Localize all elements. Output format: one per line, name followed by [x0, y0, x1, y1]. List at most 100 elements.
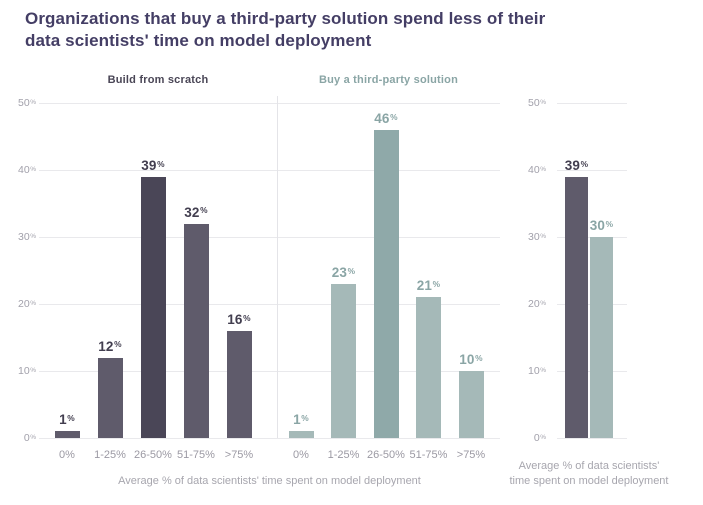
- gridline-average-0: [557, 438, 627, 439]
- percent-sign: %: [540, 299, 546, 307]
- panel-divider: [277, 96, 278, 438]
- x-tick-label-panel2-26-50%: 26-50%: [367, 449, 405, 461]
- gridline-main-40: [39, 170, 500, 171]
- bar-panel1-0%: [54, 431, 80, 438]
- percent-sign: %: [540, 366, 546, 374]
- value-number: 10: [528, 365, 540, 377]
- bar-panel3-Buy a third-party solution: [590, 237, 613, 438]
- bar-value-label-panel3-Buy a third-party solution: 30%: [574, 217, 630, 234]
- y-axis-tick-label-average-20: 20%: [514, 297, 546, 311]
- percent-sign: %: [157, 158, 165, 169]
- percent-sign: %: [540, 433, 546, 441]
- x-tick-label-panel1-0%: 0%: [59, 449, 75, 461]
- value-number: 46: [374, 110, 390, 126]
- x-tick-label-panel1-51-75%: 51-75%: [177, 449, 215, 461]
- gridline-main-30: [39, 237, 500, 238]
- percent-sign: %: [540, 232, 546, 240]
- x-tick-label-panel2-51-75%: 51-75%: [409, 449, 448, 461]
- value-number: 50: [18, 97, 30, 109]
- value-number: 1: [59, 412, 67, 428]
- value-number: 39: [564, 157, 581, 173]
- bar-value-label-panel2->75%: 10%: [443, 351, 499, 368]
- percent-sign: %: [30, 165, 36, 173]
- value-number: 20: [528, 298, 540, 310]
- x-tick-label-panel1-1-25%: 1-25%: [94, 449, 126, 461]
- y-axis-tick-label-average-40: 40%: [514, 163, 546, 177]
- x-axis-caption-average-line1: Average % of data scientists': [518, 460, 660, 472]
- value-number: 12: [98, 338, 114, 354]
- bar-value-label-panel2-51-75%: 21%: [401, 277, 457, 294]
- x-tick-label-panel1->75%: >75%: [224, 449, 254, 461]
- x-tick-label-panel2-1-25%: 1-25%: [327, 449, 360, 461]
- bar-panel2-1-25%: [331, 283, 356, 438]
- value-number: 30: [589, 218, 606, 233]
- value-number: 20: [18, 298, 30, 310]
- x-axis-caption-shared: Average % of data scientists' time spent…: [118, 475, 421, 487]
- y-axis-tick-label-main-0: 0%: [4, 431, 36, 445]
- bar-panel2-0%: [288, 431, 314, 438]
- value-number: 32: [184, 204, 200, 220]
- chart-title-line1: Organizations that buy a third-party sol…: [25, 9, 546, 28]
- percent-sign: %: [301, 413, 309, 424]
- y-axis-tick-label-main-40: 40%: [4, 163, 36, 177]
- y-axis-tick-label-main-20: 20%: [4, 297, 36, 311]
- value-number: 21: [416, 278, 433, 294]
- value-number: 16: [227, 311, 243, 327]
- value-number: 0: [23, 432, 30, 444]
- bar-value-label-panel1-0%: 1%: [39, 411, 95, 428]
- percent-sign: %: [30, 98, 36, 106]
- percent-sign: %: [390, 111, 398, 122]
- gridline-main-10: [39, 371, 500, 372]
- gridline-main-50: [39, 103, 500, 104]
- bar-panel2->75%: [458, 371, 484, 438]
- value-number: 10: [459, 352, 475, 367]
- value-number: 39: [141, 157, 157, 173]
- gridline-main-20: [39, 304, 500, 305]
- value-number: 23: [331, 264, 348, 280]
- bar-value-label-panel2-1-25%: 23%: [316, 264, 372, 281]
- value-number: 10: [18, 365, 30, 377]
- bar-panel1->75%: [226, 330, 252, 438]
- percent-sign: %: [67, 413, 75, 424]
- percent-sign: %: [30, 433, 36, 441]
- x-tick-label-panel2-0%: 0%: [293, 449, 309, 461]
- percent-sign: %: [30, 299, 36, 307]
- value-number: 0: [533, 432, 540, 444]
- bar-value-label-panel2-26-50%: 46%: [358, 110, 414, 127]
- percent-sign: %: [540, 98, 546, 106]
- bar-value-label-panel2-0%: 1%: [273, 411, 329, 428]
- value-number: 30: [528, 231, 540, 243]
- percent-sign: %: [475, 352, 483, 363]
- bar-value-label-panel1-51-75%: 32%: [168, 204, 224, 221]
- percent-sign: %: [605, 218, 614, 229]
- bar-value-label-panel3-Build from scratch: 39%: [549, 157, 605, 174]
- panel-title-build-from-scratch: Build from scratch: [107, 74, 209, 86]
- percent-sign: %: [432, 279, 441, 290]
- value-number: 30: [18, 231, 30, 243]
- y-axis-tick-label-average-30: 30%: [514, 230, 546, 244]
- y-axis-tick-label-average-0: 0%: [514, 431, 546, 445]
- y-axis-tick-label-main-30: 30%: [4, 230, 36, 244]
- gridline-average-50: [557, 103, 627, 104]
- percent-sign: %: [30, 232, 36, 240]
- percent-sign: %: [114, 339, 122, 350]
- y-axis-tick-label-average-50: 50%: [514, 96, 546, 110]
- gridline-average-40: [557, 170, 627, 171]
- chart-title: Organizations that buy a third-party sol…: [25, 8, 545, 52]
- percent-sign: %: [30, 366, 36, 374]
- value-number: 40: [528, 164, 540, 176]
- value-number: 50: [528, 97, 540, 109]
- chart-title-line2: data scientists' time on model deploymen…: [25, 31, 372, 50]
- bar-panel2-51-75%: [416, 297, 441, 438]
- value-number: 1: [293, 412, 301, 428]
- x-axis-caption-average-line2: time spent on model deployment: [509, 475, 669, 487]
- bar-panel1-26-50%: [140, 176, 166, 438]
- bar-panel3-Build from scratch: [565, 176, 588, 438]
- x-tick-label-panel1-26-50%: 26-50%: [134, 449, 172, 461]
- bar-value-label-panel1->75%: 16%: [211, 311, 267, 328]
- percent-sign: %: [347, 265, 356, 276]
- y-axis-tick-label-main-10: 10%: [4, 364, 36, 378]
- panel-title-buy-third-party: Buy a third-party solution: [318, 74, 459, 86]
- gridline-main-0: [39, 438, 500, 439]
